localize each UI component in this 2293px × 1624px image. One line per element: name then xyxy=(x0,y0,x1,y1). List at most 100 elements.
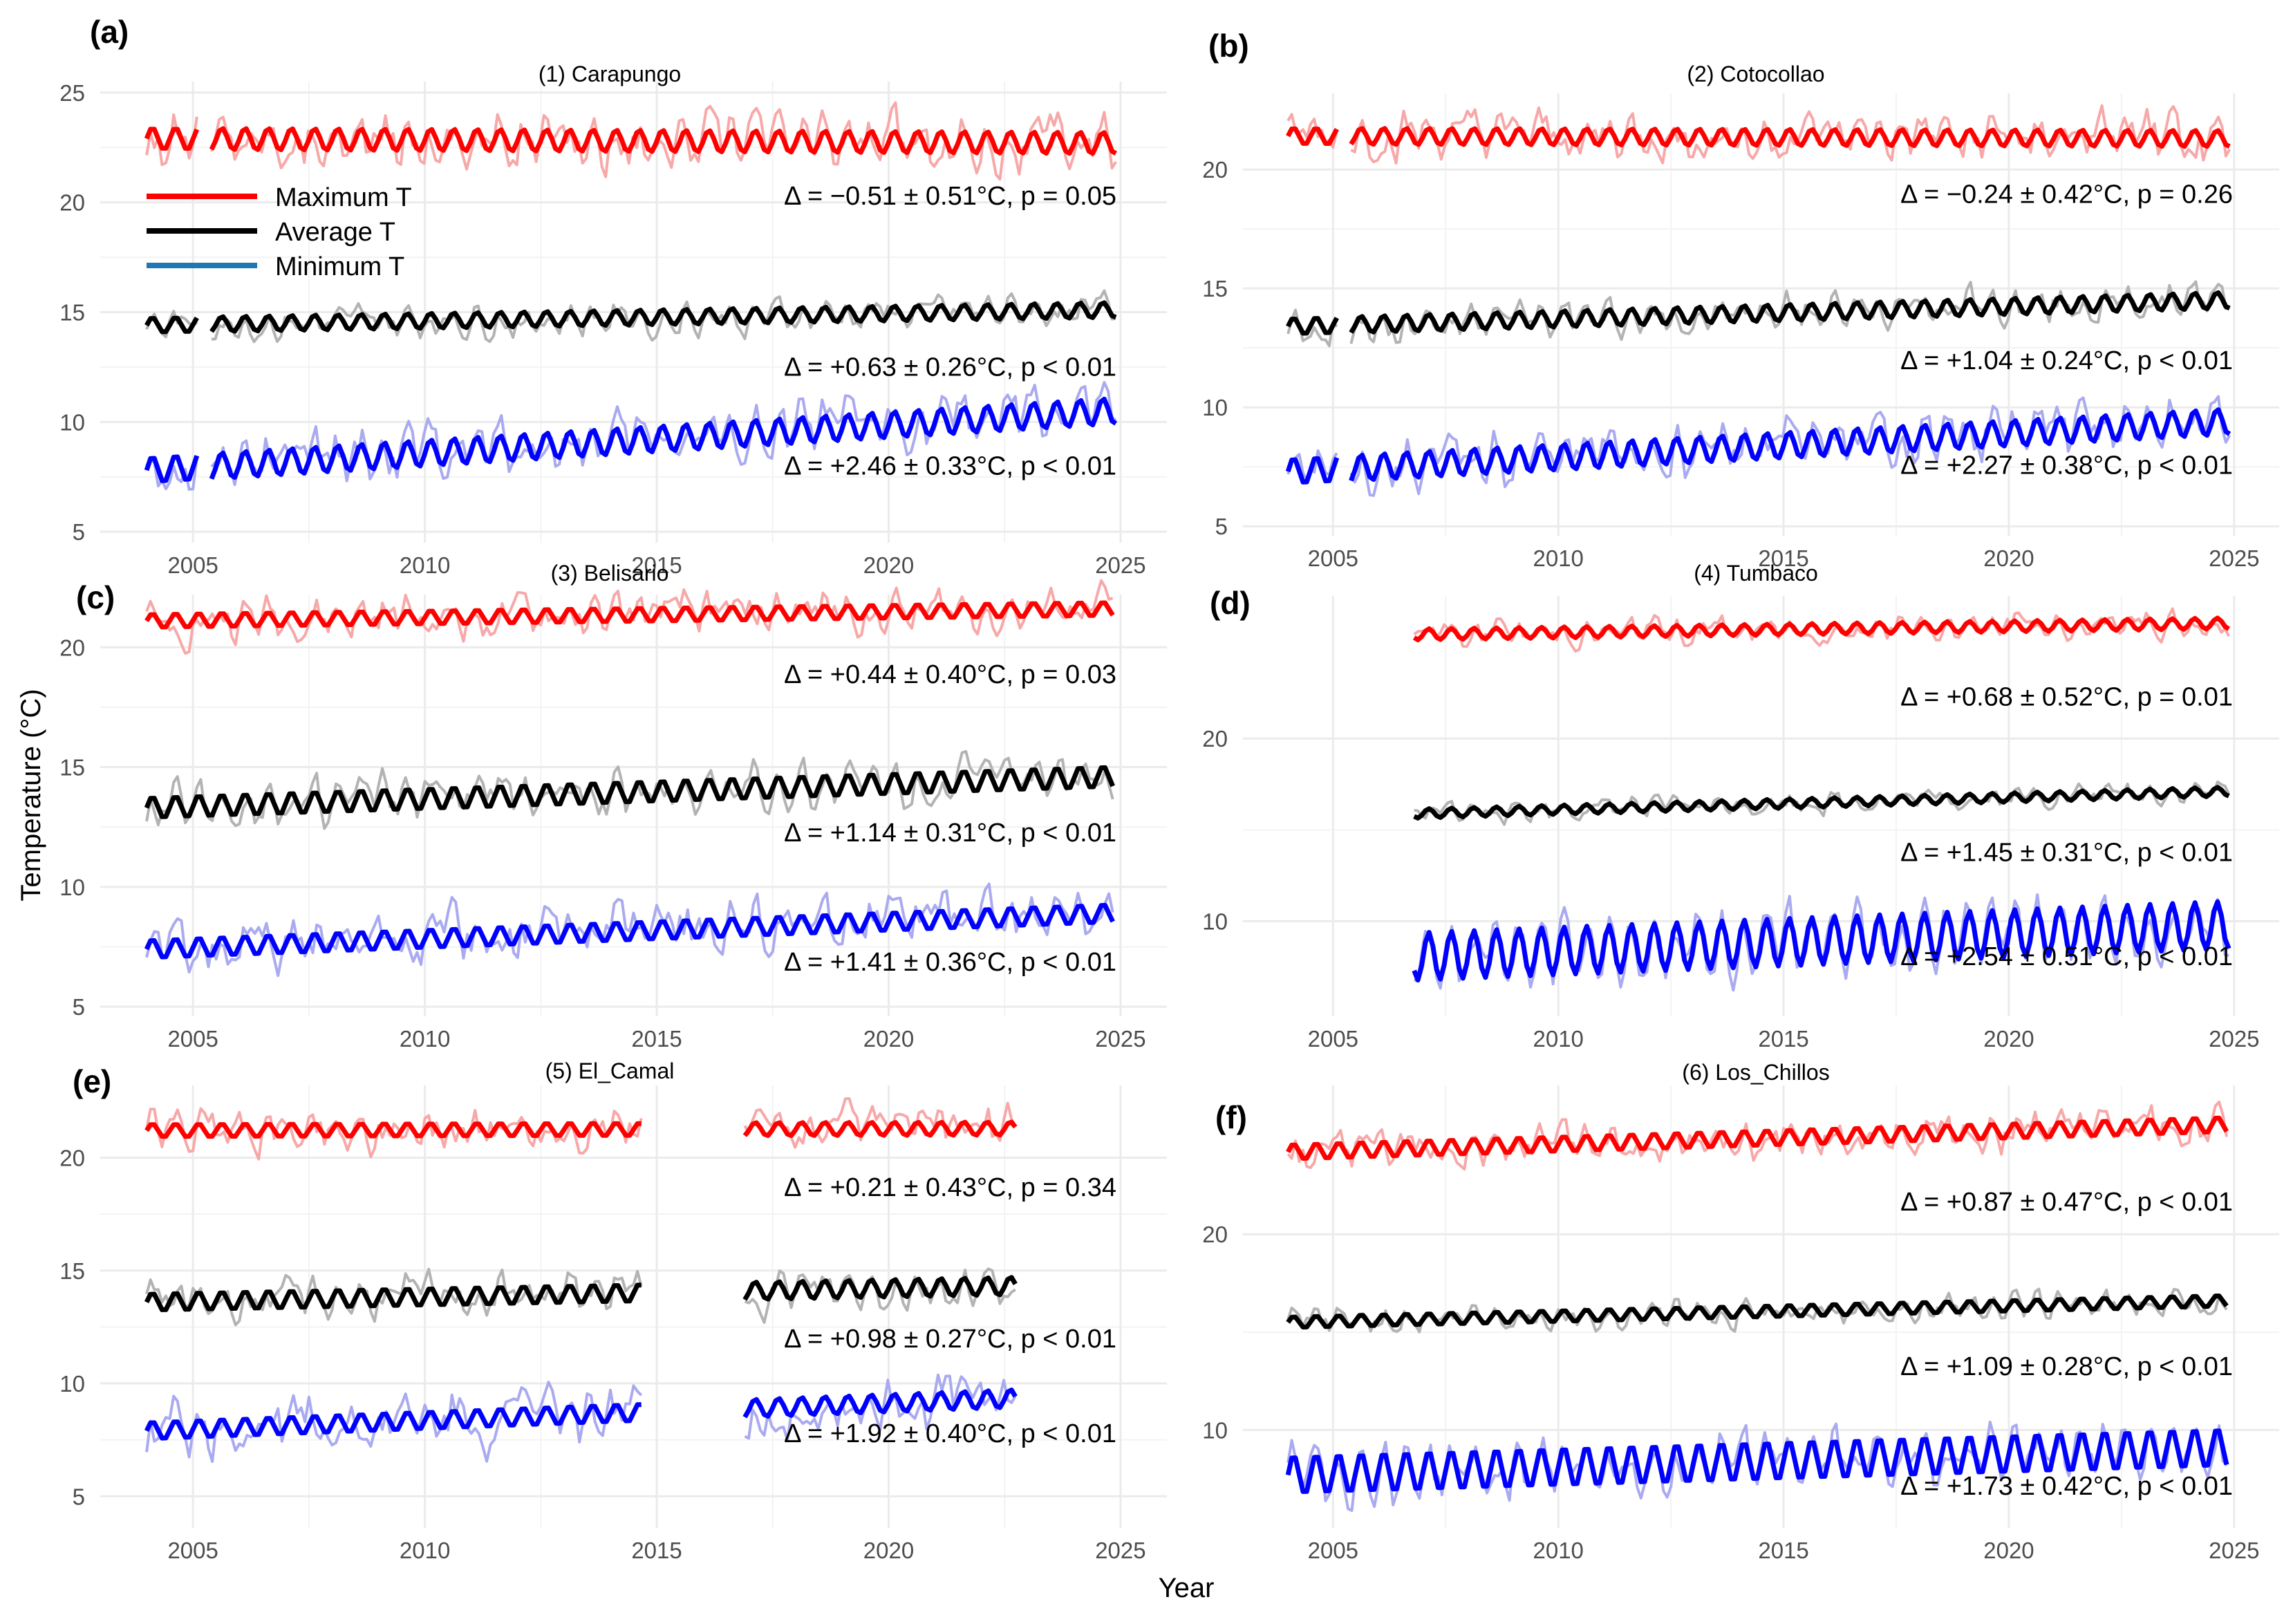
panel-d: 2005 2010 2015 2020 2025 10 20 Δ = +0.68 ± 0.52… xyxy=(1202,561,2279,1052)
y-tick-label: 10 xyxy=(59,409,85,435)
series-min-smooth-line xyxy=(1412,899,2231,983)
series-min-raw-line xyxy=(744,1373,1017,1441)
series-max-smooth-line xyxy=(742,1119,1018,1138)
series-min-smooth-line xyxy=(144,903,1115,960)
panel-f: 2005 2010 2015 2020 2025 10 20 Δ = +0.87 ± 0.47… xyxy=(1202,1060,2279,1563)
series-min-smooth-line xyxy=(1285,1428,2229,1494)
series-avg-smooth xyxy=(144,1275,1018,1312)
y-tick-label: 10 xyxy=(59,1371,85,1397)
series-avg-smooth-line xyxy=(1286,1294,2229,1329)
x-tick-label: 2020 xyxy=(1983,545,2034,571)
panel-letter: (d) xyxy=(1210,585,1251,621)
y-tick-label: 5 xyxy=(73,1484,85,1509)
series-avg-smooth xyxy=(1286,1294,2229,1329)
series-avg-smooth-line xyxy=(742,1275,1018,1302)
x-axis-title: Year xyxy=(1159,1573,1215,1603)
y-tick-label: 20 xyxy=(59,190,85,216)
x-tick-label: 2015 xyxy=(631,552,682,578)
series-min-smooth xyxy=(1412,899,2231,983)
y-tick-label: 20 xyxy=(1202,726,1228,752)
series-avg-smooth xyxy=(1413,785,2230,821)
trend-annotation: Δ = +1.41 ± 0.36°C, p < 0.01 xyxy=(784,948,1116,977)
y-tick-label: 15 xyxy=(59,300,85,326)
trend-annotation: Δ = +0.21 ± 0.43°C, p = 0.34 xyxy=(784,1173,1116,1202)
y-tick-label: 20 xyxy=(1202,157,1228,183)
legend: Maximum T Average T Minimum T xyxy=(147,183,412,281)
series-max-smooth xyxy=(1412,615,2230,642)
trend-annotation: Δ = +1.14 ± 0.31°C, p < 0.01 xyxy=(784,819,1116,848)
series-max-raw xyxy=(145,1097,1017,1161)
x-tick-label: 2025 xyxy=(2209,1026,2259,1052)
x-tick-label: 2025 xyxy=(2209,1538,2259,1563)
series-max-raw-line xyxy=(1286,1100,2228,1170)
legend-label-avg: Average T xyxy=(275,218,395,247)
series-min-smooth-line xyxy=(144,454,200,483)
series-avg-smooth xyxy=(144,300,1117,335)
x-tick-label: 2015 xyxy=(1758,1026,1808,1052)
series-max-smooth-line xyxy=(1286,1115,2229,1161)
series-min-raw-line xyxy=(210,381,1117,487)
station-title: (4) Tumbaco xyxy=(1694,561,1818,586)
x-tick-label: 2015 xyxy=(1758,1538,1808,1563)
series-max-raw-line xyxy=(145,579,1114,655)
x-tick-label: 2020 xyxy=(863,552,914,578)
x-tick-label: 2005 xyxy=(1308,1538,1358,1563)
series-avg-smooth xyxy=(144,765,1115,819)
y-tick-label: 10 xyxy=(1202,909,1228,935)
x-tick-label: 2005 xyxy=(167,552,218,578)
trend-annotation: Δ = +2.54 ± 0.51°C, p < 0.01 xyxy=(1900,942,2233,971)
series-min-smooth-line xyxy=(1285,456,1340,485)
panel-letter: (a) xyxy=(90,14,129,50)
y-tick-label: 15 xyxy=(59,755,85,781)
panel-letter: (b) xyxy=(1208,28,1249,64)
series-max-smooth xyxy=(1286,126,2231,149)
series-min-smooth xyxy=(144,396,1118,483)
y-tick-label: 5 xyxy=(73,519,85,545)
series-avg-raw-line xyxy=(1286,308,1338,348)
x-tick-label: 2010 xyxy=(400,552,450,578)
series-avg-raw-line xyxy=(1414,780,2231,826)
x-tick-label: 2015 xyxy=(1758,545,1808,571)
legend-label-max: Maximum T xyxy=(275,183,412,212)
trend-annotation: Δ = +1.92 ± 0.40°C, p < 0.01 xyxy=(784,1419,1116,1448)
trend-annotation: Δ = +2.46 ± 0.33°C, p < 0.01 xyxy=(784,452,1116,481)
series-avg-raw-line xyxy=(744,1267,1016,1324)
panel-c: 2005 2010 2015 2020 2025 5 10 15 20 Δ = +0.44 ± 0… xyxy=(59,561,1167,1052)
panel-e: 2005 2010 2015 2020 2025 5 10 15 20 Δ = +0.21 ± 0… xyxy=(59,1058,1167,1563)
series-min-smooth xyxy=(1285,1428,2229,1494)
series-avg-raw xyxy=(1414,780,2231,826)
y-tick-label: 15 xyxy=(59,1258,85,1284)
y-tick-label: 10 xyxy=(1202,1417,1228,1443)
x-tick-label: 2020 xyxy=(1983,1026,2034,1052)
trend-annotation: Δ = +0.63 ± 0.26°C, p < 0.01 xyxy=(784,353,1116,382)
series-avg-smooth-line xyxy=(209,300,1117,334)
y-tick-label: 15 xyxy=(1202,276,1228,301)
trend-annotation: Δ = −0.24 ± 0.42°C, p = 0.26 xyxy=(1900,180,2233,209)
series-min-raw xyxy=(145,1373,1017,1463)
series-avg-smooth-line xyxy=(1413,785,2230,821)
x-tick-label: 2010 xyxy=(1533,1026,1584,1052)
y-tick-label: 5 xyxy=(73,994,85,1020)
series-max-raw xyxy=(1286,1100,2228,1170)
y-axis-title: Temperature (°C) xyxy=(16,689,46,901)
series-avg-raw-line xyxy=(1349,280,2231,344)
series-avg-raw xyxy=(1286,1287,2228,1334)
series-avg-smooth-line xyxy=(144,1282,642,1312)
series-max-smooth xyxy=(144,126,1117,156)
series-max-smooth xyxy=(144,1119,1018,1139)
panel-letter: (f) xyxy=(1215,1099,1247,1135)
x-tick-label: 2020 xyxy=(863,1026,914,1052)
series-max-smooth-line xyxy=(1412,615,2230,642)
series-avg-smooth-line xyxy=(144,765,1115,819)
station-title: (3) Belisario xyxy=(551,561,669,586)
series-min-raw-line xyxy=(1349,395,2231,497)
x-tick-label: 2005 xyxy=(167,1538,218,1563)
y-tick-label: 10 xyxy=(1202,395,1228,420)
x-tick-label: 2010 xyxy=(400,1026,450,1052)
x-tick-label: 2010 xyxy=(1533,545,1584,571)
trend-annotation: Δ = +0.68 ± 0.52°C, p = 0.01 xyxy=(1900,683,2233,712)
series-min-smooth-line xyxy=(1349,407,2231,482)
series-max-smooth-line xyxy=(1286,127,1339,146)
